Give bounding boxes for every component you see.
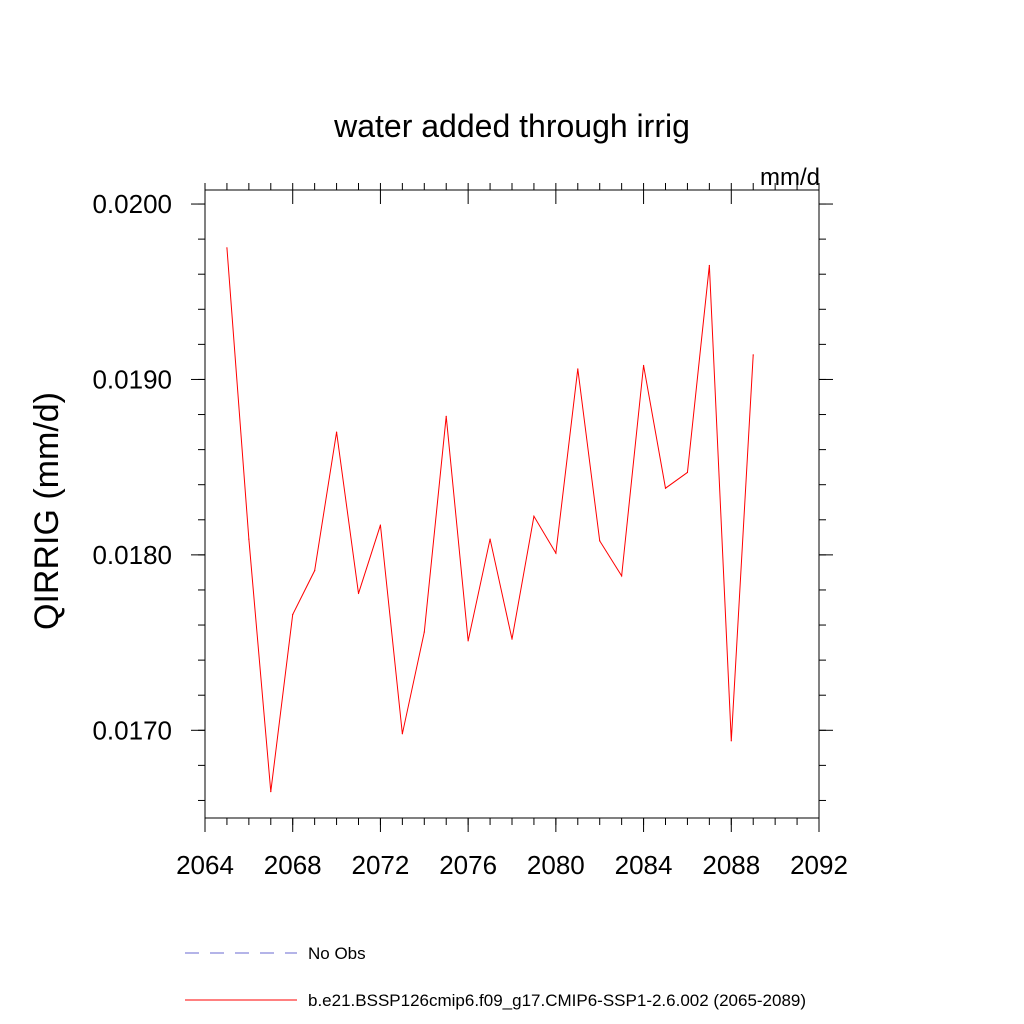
x-tick-label: 2076 — [439, 850, 497, 880]
axes-ticks — [191, 183, 833, 832]
data-point — [401, 733, 403, 735]
data-point — [445, 415, 447, 417]
legend-label-no-obs: No Obs — [308, 944, 366, 963]
data-point — [270, 791, 272, 793]
x-tick-label: 2068 — [264, 850, 322, 880]
y-tick-label: 0.0190 — [92, 364, 172, 394]
data-point — [621, 575, 623, 577]
legend-label-series: b.e21.BSSP126cmip6.f09_g17.CMIP6-SSP1-2.… — [308, 991, 806, 1010]
data-point — [533, 515, 535, 517]
data-point — [686, 471, 689, 474]
series-line — [226, 247, 754, 792]
units-label: mm/d — [760, 164, 820, 191]
x-tick-label: 2084 — [615, 850, 673, 880]
data-point — [730, 740, 732, 742]
data-point — [664, 487, 667, 489]
y-tick-labels: 0.0170 0.0180 0.0190 0.0200 — [92, 189, 172, 745]
data-point — [226, 247, 228, 249]
y-tick-label: 0.0180 — [92, 540, 172, 570]
y-axis-label: QIRRIG (mm/d) — [28, 392, 66, 630]
data-point — [248, 538, 250, 540]
data-point — [752, 354, 754, 356]
plot-frame — [204, 189, 820, 819]
data-point — [423, 631, 425, 633]
data-point — [489, 538, 491, 540]
y-tick-label: 0.0170 — [92, 715, 172, 745]
x-tick-label: 2064 — [176, 850, 234, 880]
data-point — [642, 364, 645, 367]
series-lines — [226, 247, 754, 793]
data-point — [467, 640, 469, 642]
data-point — [357, 592, 360, 595]
legend: No Obs b.e21.BSSP126cmip6.f09_g17.CMIP6-… — [185, 944, 806, 1010]
y-tick-label: 0.0200 — [92, 189, 172, 219]
x-tick-label: 2092 — [790, 850, 848, 880]
chart-title: water added through irrig — [333, 108, 690, 144]
data-point — [335, 431, 338, 433]
data-point — [555, 552, 557, 554]
data-point — [577, 368, 579, 370]
x-tick-label: 2072 — [352, 850, 410, 880]
data-point — [314, 570, 316, 572]
x-tick-label: 2080 — [527, 850, 585, 880]
x-tick-labels: 2064 2068 2072 2076 2080 2084 2088 2092 — [176, 850, 848, 880]
data-point — [292, 613, 294, 616]
data-point — [599, 540, 601, 542]
x-tick-label: 2088 — [702, 850, 760, 880]
data-point — [708, 264, 710, 267]
data-point — [379, 524, 382, 526]
data-point — [511, 638, 513, 640]
